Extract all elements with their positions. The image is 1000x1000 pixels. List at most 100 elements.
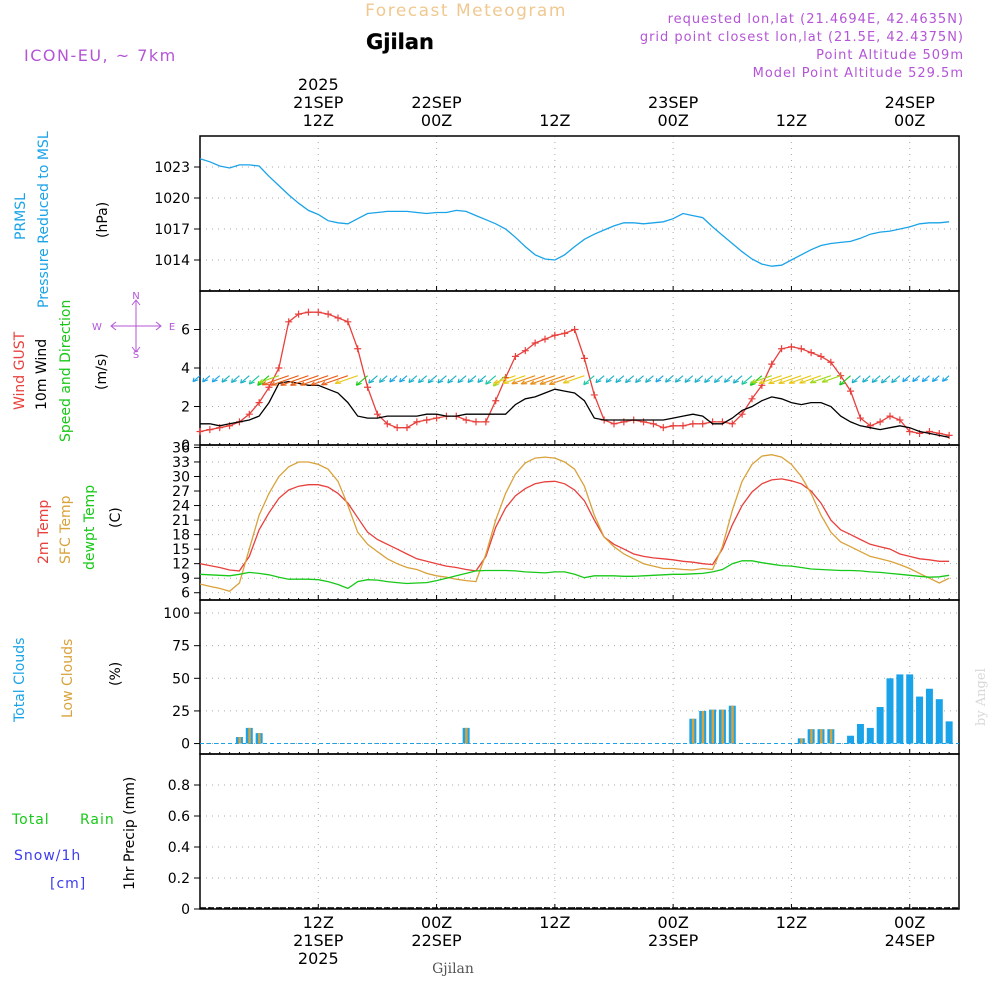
wind-arrow [249,375,260,385]
total-cloud-bar [906,674,914,744]
wind-arrow-head [399,377,406,383]
wind-arrow [258,375,280,384]
time-label: 21SEP [293,931,344,950]
snow-unit-label: [cm] [50,876,86,892]
wind-arrow-head [427,378,434,384]
wind-arrow-head [645,378,652,383]
gust-marker [403,424,411,432]
gust-marker [334,314,342,322]
wind-arrow-head [221,378,228,383]
gust-marker [462,416,470,424]
wind-arrow-head [211,377,218,383]
wind-arrow-head [368,379,375,384]
clouds-panel: 0 25 50 75 100 [163,599,960,755]
wind-arrow-head [902,377,909,383]
wind-arrow-head [615,378,622,384]
wind-arrow-head [605,378,612,383]
gust-marker [423,416,431,424]
y-tick-label: 6 [181,323,190,339]
y-tick-label: 21 [172,513,190,529]
wind-arrow-head [290,381,297,386]
pressure-unit-label: (hPa) [95,202,111,238]
gust-marker [689,420,697,428]
total-cloud-bar [876,707,884,744]
y-tick-label: 75 [172,639,190,655]
wind-arrow [684,375,694,383]
gust-marker [699,420,707,428]
gust-marker [285,318,293,326]
total-cloud-bar [886,678,894,744]
time-label: 00Z [894,111,925,130]
low-clouds-label: Low Clouds [60,639,76,718]
wind-arrow [583,375,595,386]
wind-arrow [262,375,289,386]
gust-marker [856,414,864,422]
time-label: 22SEP [411,931,462,950]
wind-arrow [778,375,802,385]
time-label: 12Z [539,913,570,932]
gust-marker [275,364,283,372]
wind-arrow [335,375,358,385]
y-tick-label: 0 [181,438,190,454]
wind-arrow-head [270,381,278,386]
compass-e: E [169,322,175,333]
y-tick-label: 9 [181,571,190,587]
wind-arrow-head [457,378,464,384]
y-tick-label: 2 [181,400,190,416]
location-title: Gjilan [366,30,434,54]
wind-arrow-head [758,379,766,385]
y-tick-label: 15 [172,542,190,558]
wind-arrow-head [862,378,869,383]
compass-rose: N S W E [92,291,175,361]
wind-arrow [221,375,230,383]
gust-marker [906,428,914,436]
compass-arrows [110,299,162,353]
y-tick-label: 6 [181,586,190,602]
wind-arrow [675,375,684,383]
wind-arrow-head [684,378,691,383]
wind-arrow [724,375,733,383]
gust-marker [255,399,263,407]
wind-arrow-head [732,379,739,384]
wind-arrow-head [880,378,887,384]
wind-arrow-head [539,380,546,385]
time-label: 12Z [303,111,334,130]
gust-marker [679,422,687,430]
wind-arrow-head [418,378,425,384]
wind-arrow-head [655,377,662,383]
wind-arrow [615,375,625,383]
wind-speed-dir-label: Speed and Direction [58,300,74,442]
wind-arrow-head [334,379,342,385]
wind-arrow [891,375,901,384]
total-cloud-bar [896,674,904,744]
time-label: 22SEP [411,93,462,112]
wind-arrow [467,375,477,383]
wind-arrow-head [713,378,720,384]
time-label: 2025 [298,949,339,968]
gust-marker [196,428,204,436]
gust-marker [433,414,441,422]
wind-10m-label: 10m Wind [34,339,50,410]
y-tick-label: 0 [181,737,190,753]
low-cloud-bar [721,709,724,744]
wind-arrow [733,375,743,384]
wind-arrow [665,375,674,383]
wind-arrow [511,375,536,385]
wind-arrow [605,375,615,383]
wind-arrow [368,375,378,384]
low-cloud-bar [238,737,241,744]
y-tick-label: 0.4 [168,840,190,856]
pressure-labels: PRMSL Pressure Reduced to MSL (hPa) [13,131,111,308]
gust-marker [364,383,372,391]
time-label: 21SEP [293,93,344,112]
gust-marker [541,335,549,343]
y-tick-label: 36 [172,440,190,456]
y-tick-label: 100 [163,606,190,622]
wind-arrow-head [477,378,484,384]
wind-unit-label: (m/s) [94,353,110,390]
requested-coords: requested lon,lat (21.4694E, 42.4635N) [668,12,964,27]
gust-marker [511,352,519,360]
wind-arrow-head [674,378,681,383]
